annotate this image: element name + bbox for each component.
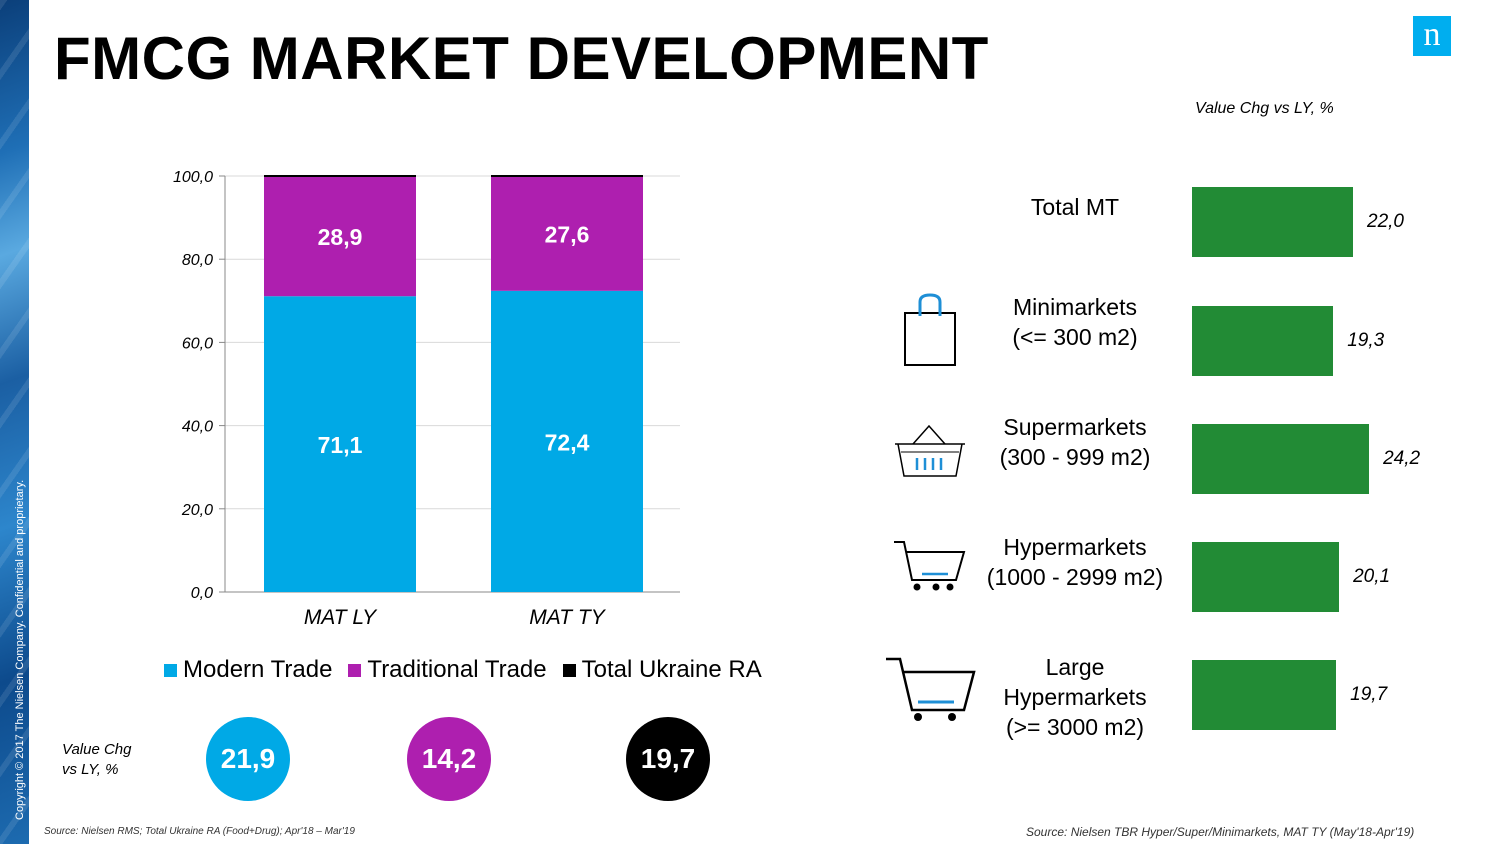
legend-label-modern: Modern Trade bbox=[183, 656, 333, 683]
format-value-label: 22,0 bbox=[1367, 211, 1404, 232]
format-label-line: Hypermarkets bbox=[1003, 684, 1147, 710]
format-bar bbox=[1192, 187, 1353, 257]
value-change-label: Value Chg vs LY, % bbox=[62, 740, 132, 780]
bar-modern-mat-ly bbox=[264, 296, 416, 592]
copyright-text: Copyright © 2017 The Nielsen Company. Co… bbox=[14, 479, 26, 820]
y-tick-label: 0,0 bbox=[191, 585, 213, 602]
format-label-minimarkets: Minimarkets (<= 300 m2) bbox=[960, 292, 1190, 352]
nielsen-logo: n bbox=[1413, 16, 1451, 56]
legend-swatch-traditional bbox=[348, 663, 362, 677]
format-label-line: (1000 - 2999 m2) bbox=[986, 564, 1164, 590]
legend-item-total-ukraine: Total Ukraine RA bbox=[562, 656, 762, 684]
format-label-line: (<= 300 m2) bbox=[1012, 324, 1138, 350]
side-decor-band: Copyright © 2017 The Nielsen Company. Co… bbox=[0, 0, 29, 844]
bar-data-label: 72,4 bbox=[545, 429, 590, 455]
legend-swatch-total bbox=[562, 663, 576, 677]
value-change-label-line1: Value Chg bbox=[62, 741, 132, 758]
y-tick-label: 60,0 bbox=[182, 335, 213, 352]
bar-traditional-mat-ty bbox=[491, 176, 643, 291]
format-value-label: 19,7 bbox=[1350, 684, 1388, 705]
format-label-large-hypermarkets: Large Hypermarkets (>= 3000 m2) bbox=[960, 652, 1190, 742]
cart-icon bbox=[894, 541, 966, 591]
bubble-total-ukraine: 19,7 bbox=[626, 717, 710, 801]
format-value-label: 20,1 bbox=[1353, 566, 1391, 587]
legend-item-modern-trade: Modern Trade bbox=[164, 656, 332, 684]
large-cart-icon bbox=[886, 657, 976, 721]
format-label-line: Minimarkets bbox=[1013, 294, 1137, 320]
value-change-label-line2: vs LY, % bbox=[62, 761, 119, 778]
format-value-label: 24,2 bbox=[1383, 448, 1421, 469]
y-tick-label: 40,0 bbox=[182, 419, 213, 436]
legend-label-traditional: Traditional Trade bbox=[367, 656, 547, 683]
format-value-label: 19,3 bbox=[1347, 330, 1385, 351]
source-note-right: Source: Nielsen TBR Hyper/Super/Minimark… bbox=[1026, 825, 1415, 839]
legend-label-total: Total Ukraine RA bbox=[581, 656, 762, 683]
y-tick-label: 80,0 bbox=[182, 252, 213, 269]
format-label-line: Supermarkets bbox=[1003, 414, 1147, 440]
format-label-supermarkets: Supermarkets (300 - 999 m2) bbox=[960, 412, 1190, 472]
format-label-line: (300 - 999 m2) bbox=[999, 444, 1151, 470]
logo-letter: n bbox=[1423, 16, 1441, 53]
chart-legend: Modern Trade Traditional Trade Total Ukr… bbox=[164, 656, 778, 684]
shopping-bag-icon bbox=[904, 293, 956, 366]
bubble-traditional-trade: 14,2 bbox=[407, 717, 491, 801]
format-bar bbox=[1192, 660, 1337, 730]
right-chart-title: Value Chg vs LY, % bbox=[1195, 100, 1334, 117]
bar-data-label: 27,6 bbox=[545, 221, 590, 247]
bar-data-label: 71,1 bbox=[318, 432, 363, 458]
y-tick-label: 20,0 bbox=[181, 502, 213, 519]
format-bar bbox=[1192, 306, 1334, 376]
format-bar bbox=[1192, 424, 1370, 494]
bar-traditional-mat-ly bbox=[264, 176, 416, 297]
format-label-line: Hypermarkets bbox=[1003, 534, 1147, 560]
legend-item-traditional-trade: Traditional Trade bbox=[348, 656, 547, 684]
format-label-line: (>= 3000 m2) bbox=[1005, 714, 1145, 740]
format-label-total-mt: Total MT bbox=[960, 192, 1190, 222]
bubble-modern-trade: 21,9 bbox=[206, 717, 290, 801]
x-category-label: MAT TY bbox=[529, 606, 606, 629]
basket-icon bbox=[895, 424, 965, 477]
x-category-label: MAT LY bbox=[304, 606, 378, 629]
format-label-line: Total MT bbox=[1030, 194, 1120, 220]
bar-modern-mat-ty bbox=[491, 290, 643, 592]
format-label-line: Large bbox=[1045, 654, 1105, 680]
stacked-bar-chart: 0,0 20,0 40,0 60,0 80,0 100,0 71,1 28,9 MAT LY 72… bbox=[173, 169, 680, 629]
bar-data-label: 28,9 bbox=[318, 224, 363, 250]
y-tick-label: 100,0 bbox=[173, 169, 213, 186]
page-title: FMCG MARKET DEVELOPMENT bbox=[54, 25, 989, 92]
source-note-left: Source: Nielsen RMS; Total Ukraine RA (F… bbox=[44, 826, 355, 837]
format-bar bbox=[1192, 542, 1340, 612]
format-label-hypermarkets: Hypermarkets (1000 - 2999 m2) bbox=[960, 532, 1190, 592]
legend-swatch-modern bbox=[164, 663, 177, 677]
